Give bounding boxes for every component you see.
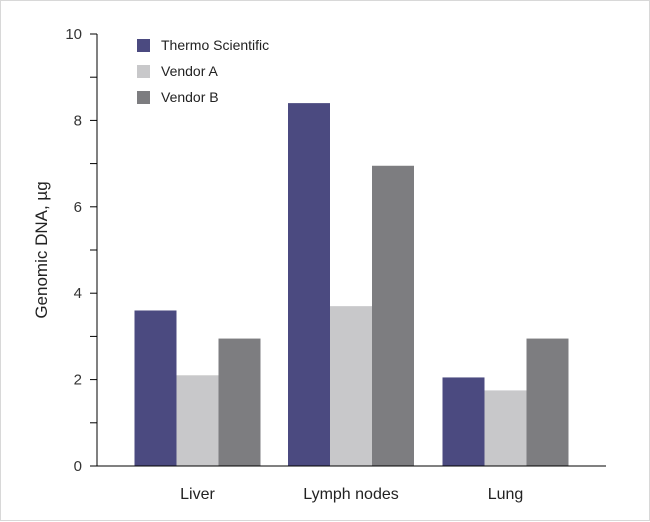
legend-label-thermo-scientific: Thermo Scientific <box>161 37 269 53</box>
bar-liver-vendor-a <box>176 375 219 466</box>
y-tick-label-2: 2 <box>74 372 82 389</box>
x-category-label-lymph-nodes: Lymph nodes <box>303 486 398 503</box>
legend-swatch-vendor-a <box>137 65 150 78</box>
legend-label-vendor-b: Vendor B <box>161 89 219 105</box>
bar-lymph-nodes-thermo-scientific <box>288 103 330 467</box>
y-axis-ticks: 0 2 4 6 8 10 <box>65 26 97 475</box>
legend-swatch-vendor-b <box>137 91 150 104</box>
bar-liver-thermo-scientific <box>134 310 177 466</box>
bar-lung-thermo-scientific <box>442 377 485 466</box>
legend: Thermo Scientific Vendor A Vendor B <box>137 37 269 105</box>
bar-lung-vendor-b <box>526 338 569 466</box>
y-tick-label-6: 6 <box>74 199 82 216</box>
bar-lymph-nodes-vendor-b <box>372 165 414 466</box>
y-tick-label-0: 0 <box>74 458 82 475</box>
y-tick-label-8: 8 <box>74 112 82 129</box>
legend-label-vendor-a: Vendor A <box>161 63 218 79</box>
y-tick-label-4: 4 <box>74 285 82 302</box>
x-category-label-lung: Lung <box>488 486 524 503</box>
x-axis-category-labels: Liver Lymph nodes Lung <box>180 486 523 503</box>
bar-lymph-nodes-vendor-a <box>330 306 372 466</box>
y-tick-label-10: 10 <box>65 26 82 43</box>
x-category-label-liver: Liver <box>180 486 215 503</box>
bars <box>134 103 569 467</box>
bar-liver-vendor-b <box>218 338 261 466</box>
y-axis-title: Genomic DNA, µg <box>32 181 51 318</box>
legend-swatch-thermo-scientific <box>137 39 150 52</box>
bar-lung-vendor-a <box>484 390 527 466</box>
